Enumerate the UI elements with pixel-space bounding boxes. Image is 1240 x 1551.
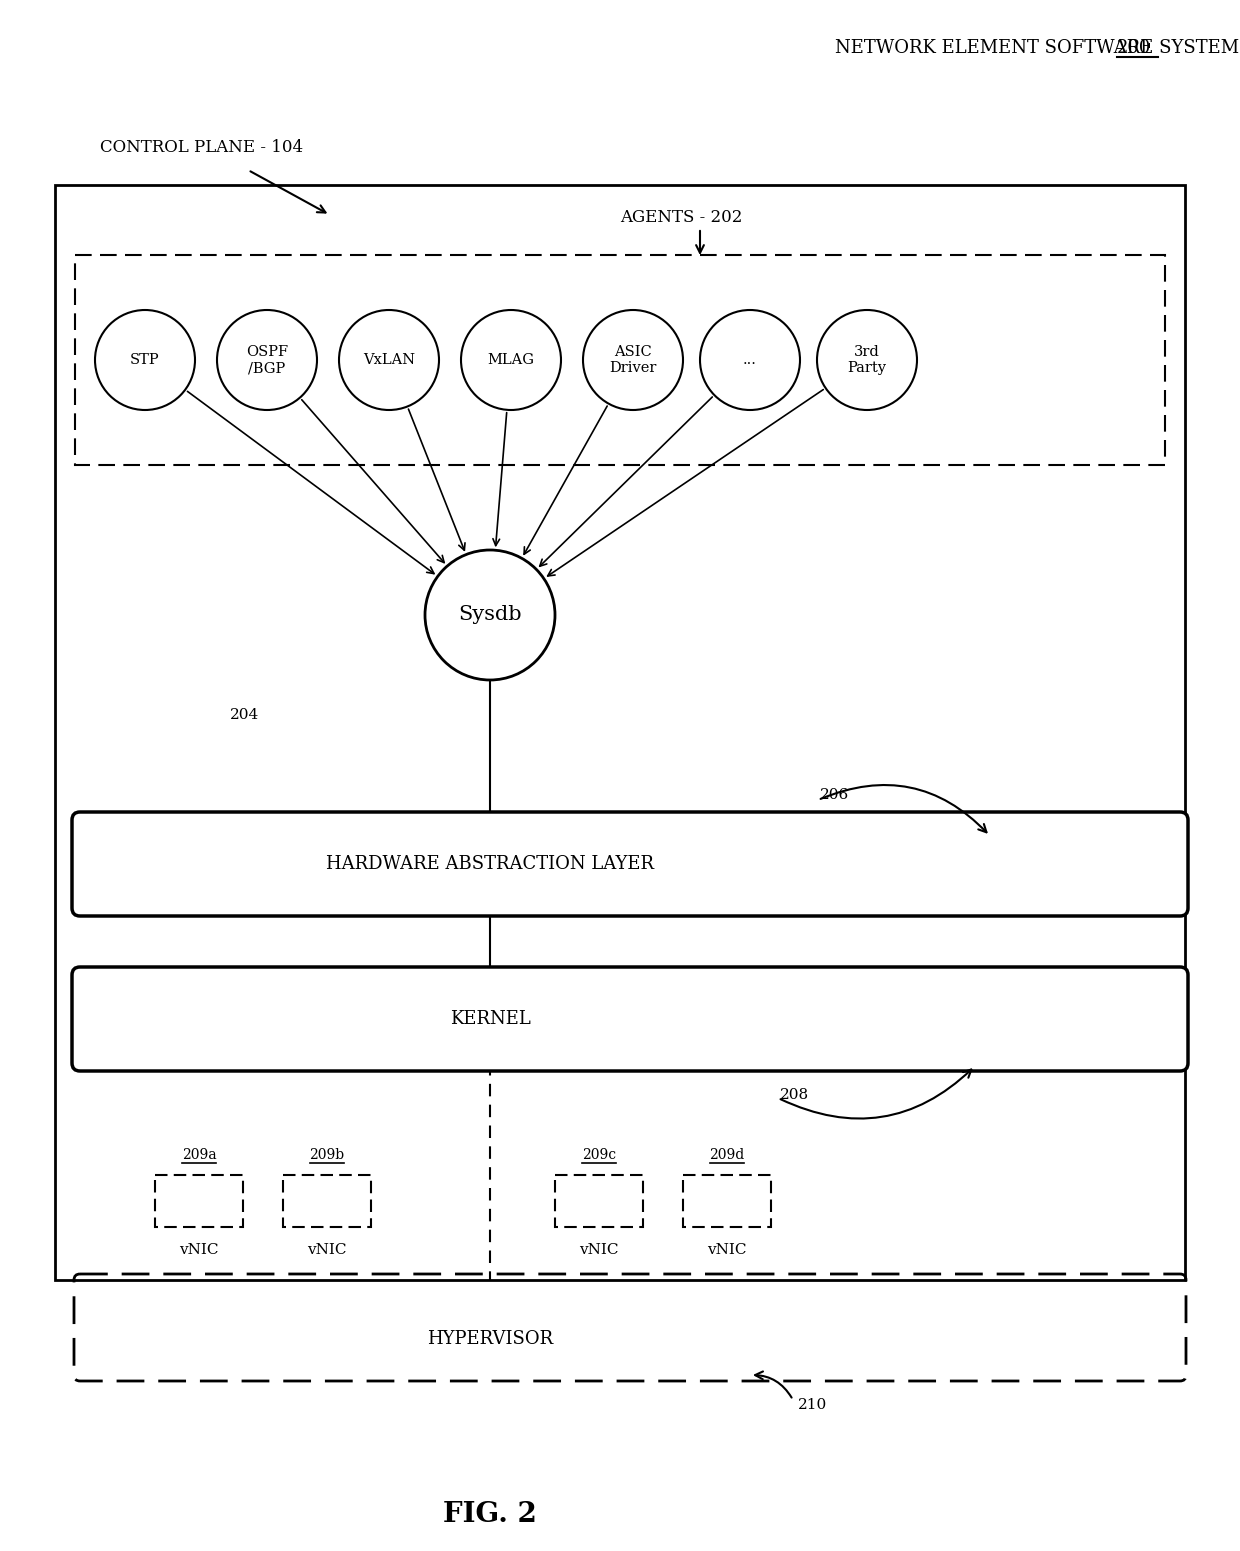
- Text: KERNEL: KERNEL: [450, 1010, 531, 1028]
- Text: 206: 206: [820, 788, 849, 802]
- Circle shape: [817, 310, 918, 409]
- Text: CONTROL PLANE - 104: CONTROL PLANE - 104: [100, 140, 303, 157]
- FancyBboxPatch shape: [683, 1176, 771, 1227]
- Circle shape: [425, 551, 556, 679]
- Text: vNIC: vNIC: [308, 1242, 347, 1256]
- Circle shape: [217, 310, 317, 409]
- Text: 209c: 209c: [582, 1148, 616, 1162]
- Text: MLAG: MLAG: [487, 354, 534, 368]
- Text: 209a: 209a: [182, 1148, 216, 1162]
- Circle shape: [701, 310, 800, 409]
- Text: ASIC
Driver: ASIC Driver: [609, 344, 657, 375]
- Text: VxLAN: VxLAN: [363, 354, 415, 368]
- Text: 210: 210: [799, 1397, 827, 1411]
- Circle shape: [339, 310, 439, 409]
- FancyBboxPatch shape: [155, 1176, 243, 1227]
- FancyBboxPatch shape: [72, 966, 1188, 1072]
- Text: 209d: 209d: [709, 1148, 745, 1162]
- Text: HYPERVISOR: HYPERVISOR: [427, 1331, 553, 1348]
- Text: vNIC: vNIC: [579, 1242, 619, 1256]
- Circle shape: [583, 310, 683, 409]
- FancyBboxPatch shape: [72, 813, 1188, 917]
- Text: vNIC: vNIC: [707, 1242, 746, 1256]
- FancyBboxPatch shape: [556, 1176, 644, 1227]
- Text: Sysdb: Sysdb: [459, 605, 522, 625]
- Text: HARDWARE ABSTRACTION LAYER: HARDWARE ABSTRACTION LAYER: [326, 855, 653, 873]
- Text: NETWORK ELEMENT SOFTWARE SYSTEM  -: NETWORK ELEMENT SOFTWARE SYSTEM -: [835, 39, 1240, 57]
- Text: vNIC: vNIC: [180, 1242, 218, 1256]
- Circle shape: [461, 310, 560, 409]
- FancyBboxPatch shape: [283, 1176, 371, 1227]
- Text: ...: ...: [743, 354, 756, 368]
- Text: 208: 208: [780, 1087, 810, 1103]
- Text: AGENTS - 202: AGENTS - 202: [620, 209, 743, 226]
- Text: 209b: 209b: [310, 1148, 345, 1162]
- Circle shape: [95, 310, 195, 409]
- Text: OSPF
/BGP: OSPF /BGP: [246, 344, 288, 375]
- Text: 3rd
Party: 3rd Party: [847, 344, 887, 375]
- Text: 200: 200: [1117, 39, 1152, 57]
- Text: STP: STP: [130, 354, 160, 368]
- Text: FIG. 2: FIG. 2: [443, 1501, 537, 1528]
- Text: 204: 204: [229, 707, 259, 723]
